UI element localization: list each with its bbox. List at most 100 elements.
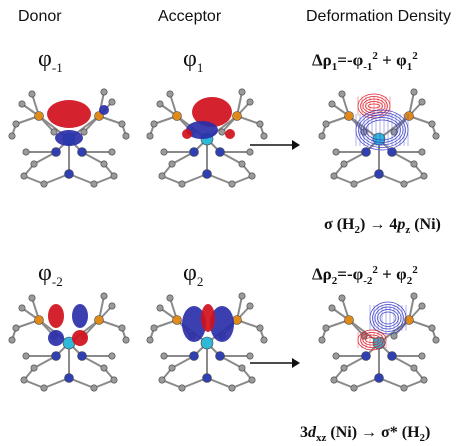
deformation-equation-1: Δρ1=-φ-12 + φ12	[312, 50, 418, 74]
c-atom	[238, 160, 246, 168]
c-atom	[166, 90, 174, 98]
p-atom	[344, 315, 354, 325]
bond	[403, 175, 425, 185]
c-atom	[418, 98, 426, 106]
n-atom	[77, 147, 87, 157]
deformation-molecule-1	[318, 88, 440, 188]
deformation-header: Deformation Density	[306, 8, 451, 25]
c-atom	[166, 294, 174, 302]
c-atom	[122, 336, 130, 344]
c-atom	[178, 384, 186, 392]
transition-note-1: σ (H2) → 4pz (Ni)	[324, 216, 441, 237]
c-atom	[420, 172, 428, 180]
c-atom	[108, 98, 116, 106]
c-atom	[246, 148, 254, 156]
c-atom	[50, 128, 58, 136]
c-atom	[420, 376, 428, 384]
transition-note-2: 3dxz (Ni) → σ* (H2)	[300, 424, 431, 445]
p-atom	[172, 111, 182, 121]
positive-lobe	[47, 100, 91, 128]
red-density-mesh	[357, 329, 387, 351]
p-atom	[232, 111, 242, 121]
c-atom	[22, 352, 30, 360]
bond	[231, 379, 253, 389]
bond	[231, 175, 253, 185]
c-atom	[428, 324, 436, 332]
bond	[333, 175, 355, 185]
c-atom	[246, 302, 254, 310]
bond	[161, 379, 183, 389]
c-atom	[100, 160, 108, 168]
c-atom	[80, 128, 88, 136]
c-atom	[118, 120, 126, 128]
c-atom	[30, 160, 38, 168]
c-atom	[350, 384, 358, 392]
c-atom	[20, 172, 28, 180]
c-atom	[28, 90, 36, 98]
negative-lobe	[48, 330, 64, 346]
c-atom	[318, 132, 326, 140]
p-atom	[344, 111, 354, 121]
c-atom	[256, 324, 264, 332]
c-atom	[400, 384, 408, 392]
positive-lobe	[182, 129, 192, 139]
c-atom	[248, 376, 256, 384]
c-atom	[108, 302, 116, 310]
c-atom	[160, 148, 168, 156]
arrow-right-icon-1	[250, 140, 300, 150]
c-atom	[156, 304, 164, 312]
acceptor-molecule-2	[146, 292, 268, 392]
c-atom	[238, 364, 246, 372]
c-atom	[322, 120, 330, 128]
c-atom	[160, 352, 168, 360]
p-atom	[172, 315, 182, 325]
c-atom	[418, 352, 426, 360]
positive-lobe	[225, 129, 235, 139]
blue-density-mesh	[355, 109, 409, 151]
donor-molecule-1	[8, 88, 130, 188]
donor-orbital-label-2: φ-2	[38, 260, 63, 289]
bond	[161, 175, 183, 185]
c-atom	[12, 120, 20, 128]
c-atom	[90, 180, 98, 188]
c-atom	[340, 364, 348, 372]
c-atom	[20, 376, 28, 384]
c-atom	[146, 336, 154, 344]
c-atom	[410, 292, 418, 300]
c-atom	[260, 132, 268, 140]
c-atom	[328, 100, 336, 108]
c-atom	[418, 302, 426, 310]
c-atom	[108, 352, 116, 360]
positive-lobe	[48, 304, 64, 328]
c-atom	[338, 294, 346, 302]
c-atom	[108, 148, 116, 156]
c-atom	[146, 132, 154, 140]
c-atom	[218, 128, 226, 136]
c-atom	[18, 304, 26, 312]
c-atom	[168, 364, 176, 372]
p-atom	[34, 111, 44, 121]
c-atom	[22, 148, 30, 156]
n-atom	[215, 147, 225, 157]
n-atom	[215, 351, 225, 361]
acceptor-molecule-1	[146, 88, 268, 188]
c-atom	[100, 88, 108, 96]
c-atom	[238, 88, 246, 96]
c-atom	[246, 352, 254, 360]
c-atom	[328, 304, 336, 312]
c-atom	[318, 336, 326, 344]
c-atom	[330, 172, 338, 180]
donor-header: Donor	[18, 8, 62, 25]
deformation-molecule-2	[318, 292, 440, 392]
c-atom	[248, 172, 256, 180]
negative-lobe	[182, 306, 206, 342]
n-atom	[361, 351, 371, 361]
ni-atom	[200, 336, 214, 350]
c-atom	[122, 132, 130, 140]
c-atom	[110, 376, 118, 384]
c-atom	[432, 132, 440, 140]
acceptor-header: Acceptor	[158, 8, 222, 25]
c-atom	[410, 88, 418, 96]
bond	[403, 379, 425, 389]
c-atom	[178, 180, 186, 188]
